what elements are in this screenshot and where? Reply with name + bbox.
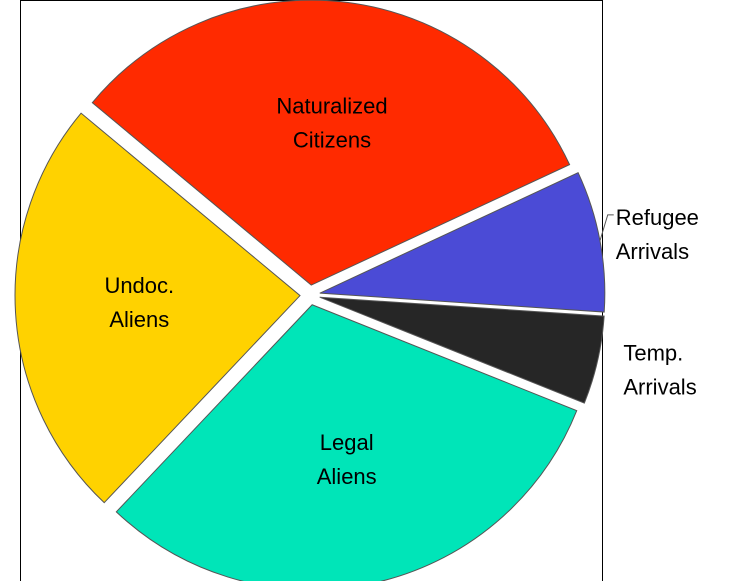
slice-label: Legal Aliens [317, 430, 377, 489]
leader-line [599, 214, 614, 241]
slice-label: Naturalized Citizens [276, 93, 387, 152]
pie-slice [319, 296, 605, 404]
slice-label: Temp. Arrivals [623, 341, 696, 400]
slice-label: Undoc. Aliens [104, 273, 174, 332]
pie-slice [91, 0, 571, 286]
slice-label: Refugee Arrivals [616, 205, 699, 264]
pie-slice [14, 112, 301, 504]
pie-slice [115, 304, 578, 581]
pie-slice [319, 172, 606, 313]
